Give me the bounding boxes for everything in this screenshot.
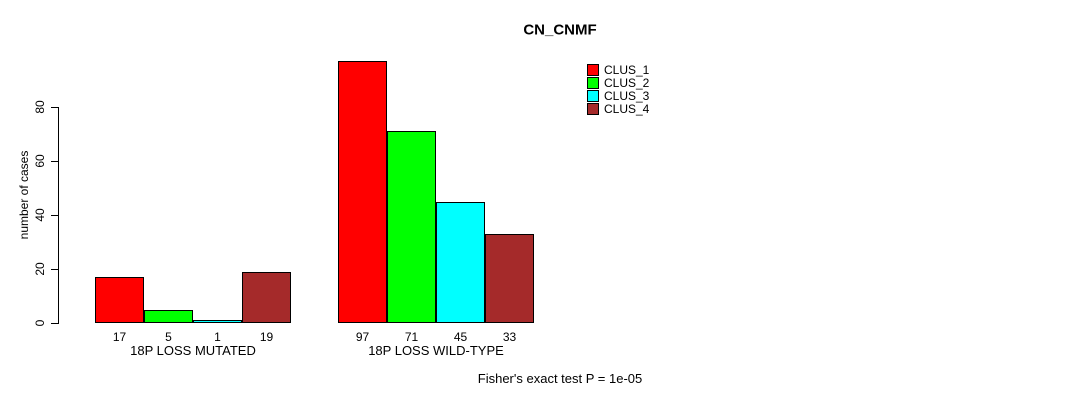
y-axis-tick (51, 107, 58, 108)
bar-value-label: 45 (453, 330, 468, 344)
y-axis-tick-label: 20 (33, 262, 47, 276)
y-axis-label: number of cases (17, 150, 31, 240)
y-axis-tick (51, 323, 58, 324)
y-axis-line (58, 107, 59, 324)
chart-title: CN_CNMF (523, 21, 597, 39)
legend-label: CLUS_4 (604, 102, 650, 116)
y-axis-tick (51, 161, 58, 162)
bar (387, 131, 436, 323)
legend-label: CLUS_2 (604, 76, 650, 90)
bar (436, 201, 485, 323)
bar-value-label: 33 (502, 330, 517, 344)
bar-value-label: 19 (259, 330, 274, 344)
y-axis-tick-label: 40 (33, 208, 47, 222)
y-axis-tick-label: 80 (33, 100, 47, 114)
bar-value-label: 1 (214, 330, 221, 344)
bar (193, 320, 242, 323)
legend-label: CLUS_3 (604, 89, 650, 103)
bar (485, 233, 534, 323)
y-axis-tick-label: 60 (33, 154, 47, 168)
legend-swatch (587, 103, 599, 115)
legend-swatch (587, 90, 599, 102)
bar (95, 277, 144, 323)
bar (242, 271, 291, 323)
y-axis-tick-label: 0 (33, 319, 47, 327)
bar-value-label: 97 (355, 330, 370, 344)
y-axis-tick (51, 215, 58, 216)
group-label: 18P LOSS WILD-TYPE (368, 343, 504, 358)
y-axis-tick (51, 269, 58, 270)
legend-swatch (587, 64, 599, 76)
bar-value-label: 5 (165, 330, 172, 344)
legend-label: CLUS_1 (604, 63, 650, 77)
group-label: 18P LOSS MUTATED (130, 343, 256, 358)
bar (338, 61, 387, 323)
bar-value-label: 17 (112, 330, 127, 344)
bar-value-label: 71 (404, 330, 419, 344)
annotation-text: Fisher's exact test P = 1e-05 (477, 371, 643, 386)
bar (144, 309, 193, 323)
legend-swatch (587, 77, 599, 89)
